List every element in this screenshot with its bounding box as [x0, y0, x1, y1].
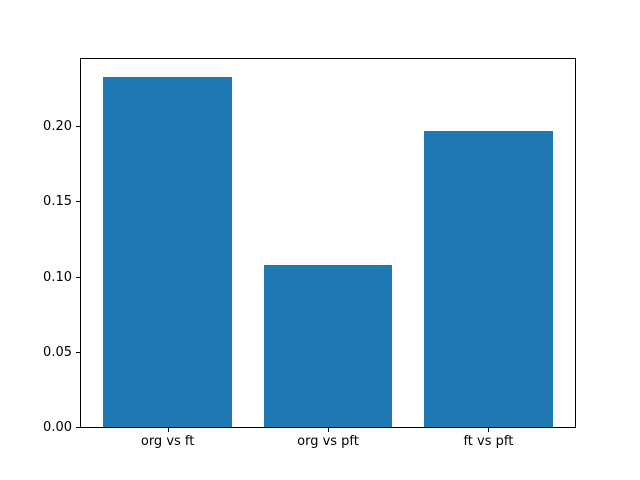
bar-org-vs-pft: [263, 264, 393, 427]
y-tick-mark: [76, 427, 80, 428]
y-tick-label: 0.10: [43, 269, 72, 285]
y-tick-mark: [76, 201, 80, 203]
y-tick-mark: [76, 351, 80, 353]
bar-org-vs-ft: [103, 76, 232, 427]
y-tick-label: 0.20: [43, 119, 72, 135]
x-tick-label-org-vs-ft: org vs ft: [140, 434, 195, 449]
axes: [80, 58, 576, 428]
x-tick-mark: [167, 428, 169, 432]
y-tick-mark: [76, 126, 80, 128]
bar-ft-vs-pft: [424, 130, 553, 427]
x-tick-label-ft-vs-pft: ft vs pft: [463, 434, 514, 449]
x-tick-label-org-vs-pft: org vs pft: [297, 434, 359, 449]
x-tick-mark: [488, 428, 490, 432]
y-tick-label: 0.15: [43, 194, 72, 210]
y-tick-label: 0.05: [43, 344, 72, 360]
x-tick-mark: [328, 428, 329, 432]
y-tick-label: 0.00: [43, 420, 72, 435]
y-tick-mark: [76, 276, 80, 278]
